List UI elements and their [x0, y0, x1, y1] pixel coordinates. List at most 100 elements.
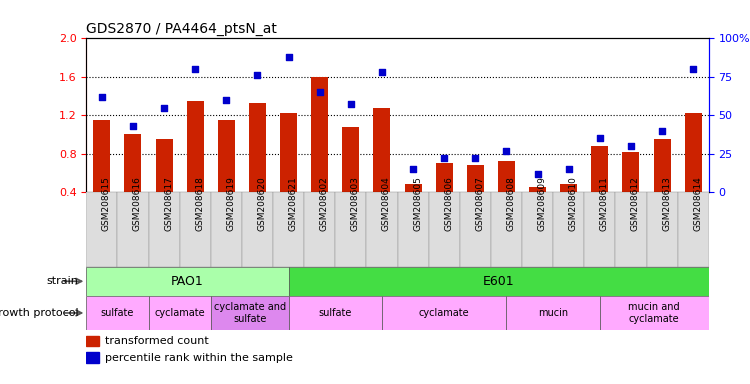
Bar: [382, 296, 506, 330]
Bar: [490, 192, 522, 267]
Bar: [398, 192, 429, 267]
Bar: [374, 109, 391, 192]
Text: sulfate: sulfate: [319, 308, 352, 318]
Bar: [436, 163, 453, 192]
Point: [314, 89, 326, 95]
Bar: [155, 139, 172, 192]
Bar: [86, 352, 99, 363]
Bar: [93, 120, 110, 192]
Bar: [311, 77, 328, 192]
Text: GSM208616: GSM208616: [133, 176, 142, 231]
Point: [127, 123, 139, 129]
Bar: [148, 296, 211, 330]
Bar: [498, 161, 515, 192]
Point: [594, 135, 606, 141]
Bar: [280, 113, 297, 192]
Point: [96, 94, 108, 100]
Bar: [685, 113, 702, 192]
Point: [407, 166, 419, 172]
Point: [251, 72, 263, 78]
Point: [687, 66, 699, 72]
Point: [220, 97, 232, 103]
Text: cyclamate and
sulfate: cyclamate and sulfate: [214, 302, 286, 324]
Bar: [466, 165, 484, 192]
Bar: [117, 192, 148, 267]
Text: GSM208603: GSM208603: [351, 176, 360, 231]
Point: [625, 143, 637, 149]
Text: GSM208619: GSM208619: [226, 176, 236, 231]
Point: [500, 147, 512, 154]
Point: [158, 104, 170, 111]
Text: GSM208608: GSM208608: [506, 176, 515, 231]
Text: GSM208612: GSM208612: [631, 176, 640, 231]
Bar: [304, 192, 335, 267]
Text: GSM208611: GSM208611: [600, 176, 609, 231]
Text: GSM208614: GSM208614: [693, 176, 702, 231]
Text: GSM208613: GSM208613: [662, 176, 671, 231]
Point: [345, 101, 357, 108]
Bar: [600, 296, 709, 330]
Bar: [560, 184, 578, 192]
Bar: [460, 192, 490, 267]
Text: GSM208610: GSM208610: [568, 176, 578, 231]
Bar: [249, 103, 266, 192]
Bar: [335, 192, 366, 267]
Text: mucin and
cyclamate: mucin and cyclamate: [628, 302, 680, 324]
Bar: [211, 192, 242, 267]
Text: GSM208605: GSM208605: [413, 176, 422, 231]
Point: [376, 69, 388, 75]
Bar: [289, 267, 709, 296]
Point: [470, 155, 482, 161]
Text: GSM208621: GSM208621: [289, 176, 298, 231]
Bar: [86, 192, 117, 267]
Text: GSM208617: GSM208617: [164, 176, 173, 231]
Bar: [289, 296, 382, 330]
Bar: [217, 120, 235, 192]
Text: GSM208620: GSM208620: [257, 176, 266, 231]
Text: GSM208602: GSM208602: [320, 176, 328, 231]
Bar: [591, 146, 608, 192]
Text: cyclamate: cyclamate: [154, 308, 205, 318]
Bar: [678, 192, 709, 267]
Bar: [211, 296, 289, 330]
Text: GSM208604: GSM208604: [382, 176, 391, 231]
Text: GSM208615: GSM208615: [102, 176, 111, 231]
Bar: [653, 139, 670, 192]
Text: growth protocol: growth protocol: [0, 308, 79, 318]
Text: transformed count: transformed count: [105, 336, 209, 346]
Bar: [529, 187, 546, 192]
Bar: [124, 134, 142, 192]
Bar: [506, 296, 600, 330]
Bar: [429, 192, 460, 267]
Bar: [242, 192, 273, 267]
Bar: [622, 152, 640, 192]
Text: GSM208609: GSM208609: [538, 176, 547, 231]
Point: [438, 155, 450, 161]
Text: GSM208606: GSM208606: [444, 176, 453, 231]
Point: [562, 166, 574, 172]
Text: percentile rank within the sample: percentile rank within the sample: [105, 353, 292, 362]
Bar: [187, 101, 204, 192]
Bar: [646, 192, 678, 267]
Point: [656, 127, 668, 134]
Text: cyclamate: cyclamate: [419, 308, 470, 318]
Bar: [342, 127, 359, 192]
Text: E601: E601: [483, 275, 514, 288]
Text: GDS2870 / PA4464_ptsN_at: GDS2870 / PA4464_ptsN_at: [86, 22, 278, 36]
Text: GSM208618: GSM208618: [195, 176, 204, 231]
Bar: [148, 192, 180, 267]
Bar: [86, 267, 289, 296]
Bar: [273, 192, 304, 267]
Bar: [522, 192, 553, 267]
Text: GSM208607: GSM208607: [476, 176, 484, 231]
Bar: [366, 192, 398, 267]
Bar: [553, 192, 584, 267]
Point: [532, 170, 544, 177]
Point: [189, 66, 201, 72]
Text: PAO1: PAO1: [171, 275, 204, 288]
Bar: [86, 296, 148, 330]
Text: sulfate: sulfate: [100, 308, 134, 318]
Point: [283, 54, 295, 60]
Bar: [615, 192, 646, 267]
Bar: [404, 184, 422, 192]
